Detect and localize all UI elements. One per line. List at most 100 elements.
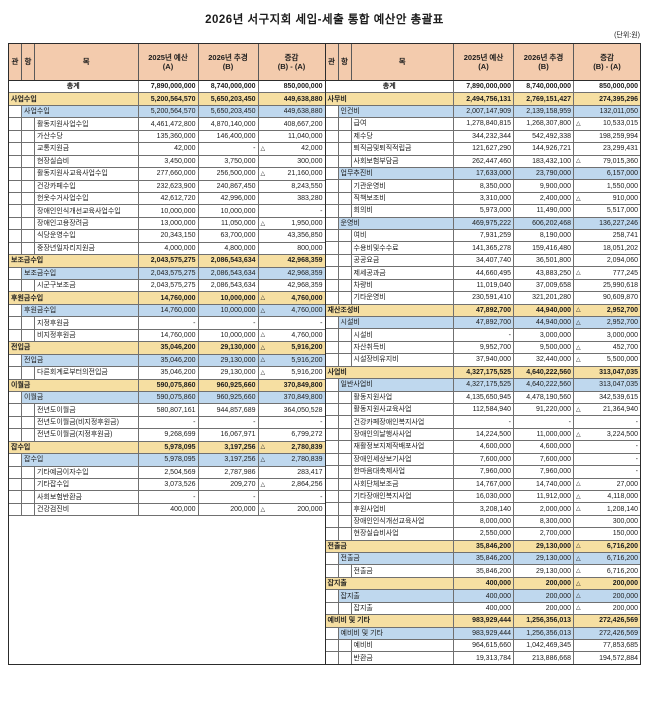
value-budget-2025: 2,043,575,275 bbox=[139, 255, 199, 267]
value-change: 11,040,000 bbox=[259, 131, 325, 142]
cell-gwan bbox=[325, 590, 339, 602]
value-revised-2026: 606,202,468 bbox=[514, 217, 574, 230]
cell-hang bbox=[22, 317, 35, 329]
value-change: 300,000 bbox=[259, 156, 325, 167]
table-row: 식당운영수입 20,343,150 63,700,000 43,356,850 bbox=[9, 230, 325, 243]
value-budget-2025: 121,627,290 bbox=[454, 143, 514, 155]
value-revised-2026: 213,886,668 bbox=[514, 652, 574, 664]
value-revised-2026: 32,440,000 bbox=[514, 354, 574, 366]
change-amount: 27,000 bbox=[616, 480, 638, 488]
value-revised-2026: 8,740,000,000 bbox=[514, 81, 574, 93]
value-revised-2026: 4,600,000 bbox=[514, 441, 574, 453]
value-change: 42,968,359 bbox=[258, 267, 325, 279]
table-row: 장애인의날행사사업 14,224,500 11,000,000 △ 3,224,500 bbox=[325, 428, 640, 442]
change-amount: 42,968,359 bbox=[287, 269, 323, 277]
cell-gwan bbox=[9, 205, 22, 217]
triangle-decrease-icon: △ bbox=[260, 145, 266, 152]
row-label: 퇴직금및퇴직적립금 bbox=[352, 143, 454, 155]
value-change: △ 3,224,500 bbox=[574, 429, 640, 440]
row-label: 현장실습비사업 bbox=[352, 528, 454, 540]
value-budget-2025: 580,807,161 bbox=[139, 404, 199, 416]
change-amount: 6,157,000 bbox=[606, 170, 638, 178]
value-revised-2026: 37,009,658 bbox=[514, 279, 574, 292]
table-row: 장애인인식개선교육사업 8,000,000 8,300,000 300,000 bbox=[325, 515, 640, 529]
change-amount: 850,000,000 bbox=[599, 83, 638, 91]
change-amount: 1,208,140 bbox=[606, 505, 638, 513]
value-budget-2025: 47,892,700 bbox=[454, 317, 514, 329]
change-amount: 2,094,060 bbox=[606, 257, 638, 265]
value-revised-2026: 321,201,280 bbox=[514, 292, 574, 304]
table-row: 총계 7,890,000,000 8,740,000,000 850,000,000 bbox=[9, 81, 325, 94]
value-budget-2025: 9,952,700 bbox=[454, 341, 514, 354]
change-amount: 449,638,880 bbox=[283, 108, 323, 116]
row-label: 보조금수입 bbox=[9, 255, 139, 267]
cell-gwan bbox=[326, 180, 339, 192]
value-revised-2026: 11,490,000 bbox=[514, 205, 574, 217]
value-change: 5,517,000 bbox=[574, 205, 640, 216]
value-change: 383,280 bbox=[259, 193, 325, 204]
row-label: 사회보험부담금 bbox=[352, 155, 454, 167]
table-row: 한마음대축제사업 7,960,000 7,960,000- bbox=[325, 466, 640, 479]
value-change: 150,000 bbox=[574, 528, 640, 539]
triangle-decrease-icon: △ bbox=[260, 481, 266, 488]
row-label: 잡지출 bbox=[352, 602, 454, 615]
value-change: - bbox=[574, 416, 640, 427]
cell-gwan bbox=[9, 317, 22, 329]
value-budget-2025: 7,600,000 bbox=[454, 453, 514, 466]
table-row: 전년도이월금(지정후원금) 9,268,699 16,067,971 6,799,27… bbox=[9, 429, 325, 442]
value-change: 850,000,000 bbox=[259, 81, 325, 92]
value-budget-2025: 4,000,000 bbox=[139, 242, 199, 255]
cell-gwan bbox=[326, 565, 339, 577]
triangle-decrease-icon: △ bbox=[260, 332, 266, 339]
value-revised-2026: 11,000,000 bbox=[514, 428, 574, 441]
value-revised-2026: 2,787,986 bbox=[199, 466, 259, 478]
value-revised-2026: 8,300,000 bbox=[514, 515, 574, 528]
value-budget-2025: 13,000,000 bbox=[139, 217, 199, 230]
cell-gwan bbox=[9, 217, 22, 230]
change-amount: 42,000 bbox=[301, 145, 323, 153]
value-change: 300,000 bbox=[574, 516, 640, 527]
cell-gwan bbox=[9, 503, 22, 516]
value-revised-2026: 1,268,307,800 bbox=[514, 118, 574, 130]
value-revised-2026: - bbox=[514, 416, 574, 428]
value-change: 18,051,202 bbox=[574, 242, 640, 253]
change-amount: 25,990,618 bbox=[602, 281, 638, 289]
change-amount: 1,950,000 bbox=[291, 220, 323, 228]
triangle-decrease-icon: △ bbox=[576, 605, 581, 612]
change-amount: 313,047,035 bbox=[599, 381, 638, 389]
change-amount: 200,000 bbox=[612, 604, 638, 612]
row-label: 가산수당 bbox=[35, 130, 139, 143]
cell-gwan bbox=[326, 279, 339, 292]
table-row: 활동지원사교육사업 112,584,940 91,220,000 △ 21,364,94… bbox=[325, 403, 640, 417]
value-revised-2026: 960,925,660 bbox=[198, 391, 259, 404]
value-revised-2026: 2,139,158,959 bbox=[514, 105, 574, 118]
cell-gwan bbox=[325, 317, 339, 329]
cell-gwan bbox=[326, 130, 339, 143]
cell-hang bbox=[339, 341, 352, 354]
row-label: 중장년일자리지원금 bbox=[35, 242, 139, 255]
triangle-decrease-icon: △ bbox=[576, 506, 581, 513]
value-revised-2026: 14,740,000 bbox=[514, 478, 574, 490]
value-change: △ 5,916,200 bbox=[259, 367, 325, 378]
cell-hang bbox=[22, 143, 35, 155]
value-change: △ 79,015,360 bbox=[574, 156, 640, 167]
change-amount: 4,760,000 bbox=[291, 294, 323, 302]
value-change: △ 5,916,200 bbox=[259, 342, 325, 353]
cell-gwan bbox=[325, 627, 339, 639]
cell-hang bbox=[22, 416, 35, 429]
value-revised-2026: 146,400,000 bbox=[199, 130, 259, 143]
value-change: 1,550,000 bbox=[574, 180, 640, 191]
value-budget-2025: 14,767,000 bbox=[454, 478, 514, 490]
table-row: 시설장비유지비 37,940,000 32,440,000 △ 5,500,000 bbox=[325, 354, 640, 367]
cell-hang bbox=[339, 391, 352, 403]
table-row: 인건비 2,007,147,909 2,139,158,959 132,011,050 bbox=[325, 105, 640, 119]
value-change: 90,609,870 bbox=[574, 292, 640, 303]
table-row: 장애인인식개선교육사업수입 10,000,000 10,000,000- bbox=[9, 205, 325, 218]
row-label: 활동지원사교육사업수입 bbox=[35, 168, 139, 180]
row-label: 잡지출 bbox=[326, 577, 454, 590]
cell-gwan bbox=[325, 553, 339, 565]
cell-gwan bbox=[9, 155, 22, 168]
value-change: △ 27,000 bbox=[574, 479, 640, 490]
row-label: 공공요금 bbox=[352, 254, 454, 267]
cell-gwan bbox=[325, 105, 339, 118]
